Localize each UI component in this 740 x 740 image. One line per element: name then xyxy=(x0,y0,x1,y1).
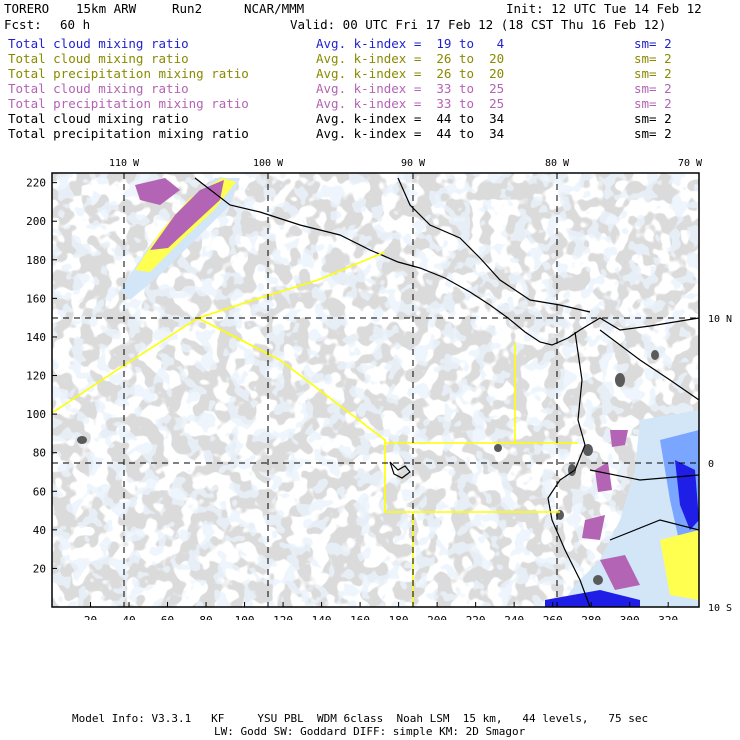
peru-border xyxy=(609,519,699,541)
x-tick-label-4: 100 xyxy=(235,614,255,620)
y-tick-label-7: 160 xyxy=(26,292,46,305)
coastlines xyxy=(194,177,699,607)
x-tick-label-8: 180 xyxy=(389,614,409,620)
legend-kindex-5: Avg. k-index = 44 to 34 xyxy=(316,111,505,126)
core-6 xyxy=(651,350,659,360)
x-tick-label-9: 200 xyxy=(427,614,447,620)
cloud-field xyxy=(52,173,699,607)
model-name: TORERO xyxy=(4,1,50,16)
se-purple-cell-1 xyxy=(600,555,640,590)
model-info-line-2: LW: Godd SW: Goddard DIFF: simple KM: 2D… xyxy=(214,725,526,738)
y-tick-label-6: 140 xyxy=(26,331,46,344)
core-1 xyxy=(77,436,87,444)
legend-kindex-4: Avg. k-index = 33 to 25 xyxy=(316,96,505,111)
nw-purple-cell xyxy=(135,178,180,205)
x-axis-ticks: 20 40 60 80 100 120 140 160 180 200 220 240 260 280 30… xyxy=(84,602,678,620)
plot-frame xyxy=(51,172,700,608)
x-tick-label-14: 300 xyxy=(620,614,640,620)
model-org: NCAR/MMM xyxy=(244,1,305,16)
legend-field-6: Total precipitation mixing ratio xyxy=(8,126,249,141)
y-tick-label-0: 20 xyxy=(33,562,46,575)
y-tick-label-9: 200 xyxy=(26,215,46,228)
y-tick-label-4: 100 xyxy=(26,408,46,421)
galapagos-islands xyxy=(389,461,411,479)
x-tick-label-11: 240 xyxy=(504,614,524,620)
valid-time: Valid: 00 UTC Fri 17 Feb 12 (18 CST Thu … xyxy=(290,17,667,32)
core-7 xyxy=(593,575,603,585)
se-purple-cell-3 xyxy=(595,462,612,492)
legend-kindex-2: Avg. k-index = 26 to 20 xyxy=(316,66,505,81)
legend-field-4: Total precipitation mixing ratio xyxy=(8,96,249,111)
x-tick-label-12: 260 xyxy=(543,614,563,620)
andes-border xyxy=(599,329,699,401)
lat-label-2: 10 S xyxy=(708,603,732,614)
model-run: Run2 xyxy=(172,1,203,16)
y-tick-label-1: 40 xyxy=(33,524,46,537)
x-tick-label-5: 120 xyxy=(273,614,293,620)
x-tick-label-3: 80 xyxy=(199,614,212,620)
se-yellow-area xyxy=(660,530,699,600)
legend-sm-2: sm= 2 xyxy=(634,66,672,81)
lat-label-0: 10 N xyxy=(708,314,732,325)
lon-label-4: 70 W xyxy=(678,158,703,169)
peru-ecuador-border xyxy=(589,469,699,481)
core-2 xyxy=(583,444,593,456)
x-tick-label-2: 60 xyxy=(161,614,174,620)
lon-label-0: 110 W xyxy=(109,158,140,169)
se-purple-cell-4 xyxy=(610,430,628,447)
lon-label-3: 80 W xyxy=(545,158,570,169)
lon-label-2: 90 W xyxy=(401,158,426,169)
lon-label-1: 100 W xyxy=(253,158,284,169)
legend-field-5: Total cloud mixing ratio xyxy=(8,111,189,126)
south-deep-blue-strip xyxy=(545,590,640,607)
longitude-labels: 110 W 100 W 90 W 80 W 70 W xyxy=(109,158,703,169)
init-time: Init: 12 UTC Tue 14 Feb 12 xyxy=(506,1,702,16)
legend-sm-0: sm= 2 xyxy=(634,36,672,51)
south-america-pacific-coast xyxy=(547,331,591,607)
y-tick-label-2: 60 xyxy=(33,485,46,498)
legend-sm-1: sm= 2 xyxy=(634,51,672,66)
weather-map: 2040608010012014016018020022024026028030… xyxy=(26,158,732,620)
legend-kindex-6: Avg. k-index = 44 to 34 xyxy=(316,126,505,141)
x-tick-label-10: 220 xyxy=(466,614,486,620)
central-america-pacific-coast xyxy=(194,177,699,346)
latitude-labels: 10 N 0 10 S xyxy=(708,314,732,614)
y-tick-label-3: 80 xyxy=(33,447,46,460)
y-tick-label-10: 220 xyxy=(26,177,46,190)
x-tick-label-6: 140 xyxy=(312,614,332,620)
model-resolution: 15km ARW xyxy=(76,1,137,16)
legend-sm-3: sm= 2 xyxy=(634,81,672,96)
legend-field-1: Total cloud mixing ratio xyxy=(8,51,189,66)
core-8 xyxy=(494,444,502,452)
x-tick-label-0: 20 xyxy=(84,614,97,620)
model-info-line-1: Model Info: V3.3.1 KF YSU PBL WDM 6class… xyxy=(72,712,649,725)
legend-sm-5: sm= 2 xyxy=(634,111,672,126)
se-deep-blue-core xyxy=(675,460,699,530)
core-5 xyxy=(615,373,625,387)
legend-field-2: Total precipitation mixing ratio xyxy=(8,66,249,81)
y-tick-label-8: 180 xyxy=(26,254,46,267)
x-tick-label-7: 160 xyxy=(350,614,370,620)
central-america-caribbean-coast xyxy=(397,177,591,313)
y-axis-ticks: 20 40 60 80 100 120 140 160 180 200 220 xyxy=(26,177,57,575)
forecast-hours: 60 h xyxy=(60,17,91,32)
legend-kindex-1: Avg. k-index = 26 to 20 xyxy=(316,51,505,66)
legend-sm-6: sm= 2 xyxy=(634,126,672,141)
y-tick-label-5: 120 xyxy=(26,370,46,383)
nw-purple-band xyxy=(150,180,224,250)
se-purple-cell-2 xyxy=(582,515,605,540)
legend-kindex-0: Avg. k-index = 19 to 4 xyxy=(316,36,505,51)
x-tick-label-15: 320 xyxy=(658,614,678,620)
x-tick-label-13: 280 xyxy=(581,614,601,620)
latlon-grid xyxy=(52,173,699,607)
boundary-line-2 xyxy=(197,317,560,513)
legend-field-0: Total cloud mixing ratio xyxy=(8,36,189,51)
forecast-label: Fcst: xyxy=(4,17,42,32)
x-tick-label-1: 40 xyxy=(122,614,135,620)
lat-label-1: 0 xyxy=(708,459,714,470)
legend-kindex-3: Avg. k-index = 33 to 25 xyxy=(316,81,505,96)
boundary-line-1 xyxy=(52,251,386,414)
legend-sm-4: sm= 2 xyxy=(634,96,672,111)
legend-field-3: Total cloud mixing ratio xyxy=(8,81,189,96)
